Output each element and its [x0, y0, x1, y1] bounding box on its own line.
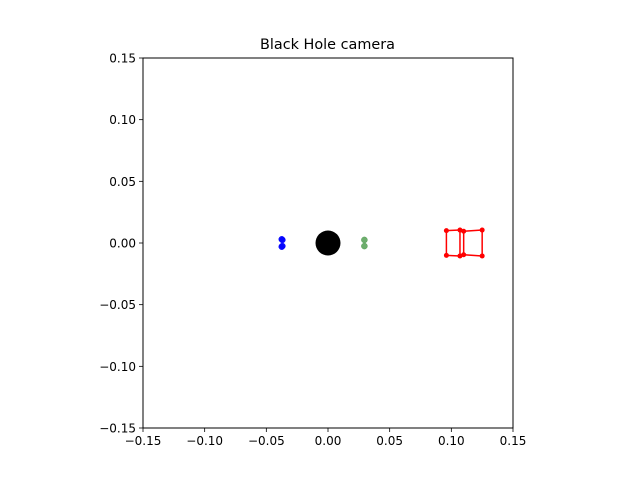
camera-edge-4	[463, 229, 483, 233]
y-tick-label: 0.00	[109, 237, 136, 251]
y-tick-label: −0.05	[99, 298, 136, 312]
x-tick-label: 0.10	[438, 434, 465, 448]
y-tick-label: −0.15	[99, 422, 136, 436]
x-axis: −0.15 −0.10 −0.05 0.00 0.05 0.10 0.15	[125, 428, 527, 448]
camera-vertex-2	[461, 228, 467, 234]
camera-vertex-7	[479, 253, 485, 259]
x-tick-label: 0.05	[376, 434, 403, 448]
camera-vertex-0	[443, 228, 449, 234]
series-1-point-1	[361, 242, 368, 250]
series-1-point-0	[361, 236, 368, 244]
black-hole-marker	[315, 230, 341, 256]
series-0-point-3	[279, 242, 286, 250]
y-tick-label: −0.10	[99, 360, 136, 374]
x-tick-label: −0.10	[186, 434, 223, 448]
camera-vertex-4	[443, 252, 449, 258]
y-tick-label: 0.05	[109, 175, 136, 189]
x-tick-label: 0.15	[500, 434, 527, 448]
x-tick-label: −0.15	[125, 434, 162, 448]
plot-area	[278, 227, 485, 259]
x-tick-label: 0.00	[315, 434, 342, 448]
y-axis: 0.15 0.10 0.05 0.00 −0.05 −0.10 −0.15	[99, 52, 143, 436]
camera-vertex-6	[461, 252, 467, 258]
x-tick-label: −0.05	[248, 434, 285, 448]
series-0-point-1	[279, 236, 286, 244]
camera-vertex-3	[479, 227, 485, 233]
chart-title: Black Hole camera	[260, 37, 395, 53]
y-tick-label: 0.15	[109, 52, 136, 66]
y-tick-label: 0.10	[109, 113, 136, 127]
camera-edge-6	[463, 253, 483, 257]
